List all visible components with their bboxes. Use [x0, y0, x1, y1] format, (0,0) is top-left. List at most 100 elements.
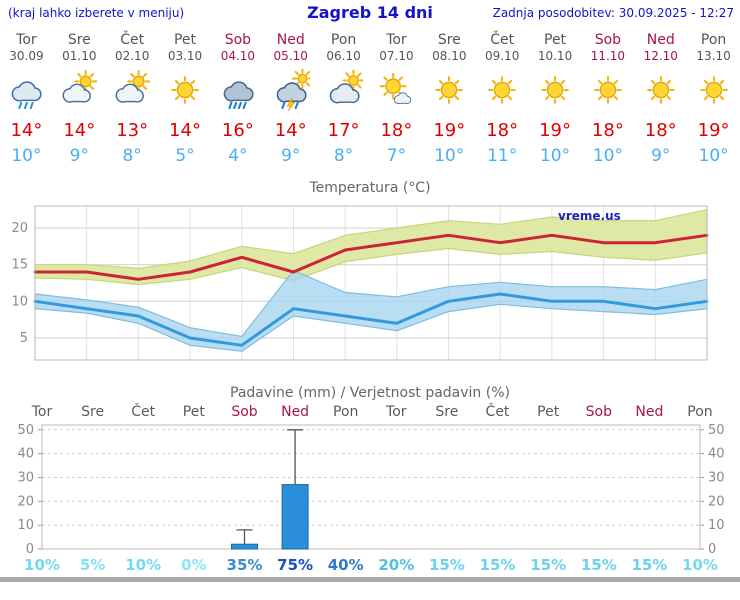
day-name: Ned — [646, 32, 675, 48]
day-min-temp: 10° — [698, 146, 729, 166]
day-column[interactable]: Sob 11.10 18° 10° — [581, 32, 634, 168]
day-max-temp: 19° — [697, 120, 730, 141]
day-icon — [529, 64, 582, 117]
day-icon — [53, 64, 106, 117]
precip-probability: 0% — [181, 556, 206, 574]
svg-text:50: 50 — [17, 423, 34, 438]
mostly-sunny-icon — [380, 72, 412, 105]
day-min-temp: 8° — [122, 146, 142, 166]
day-column[interactable]: Sre 01.10 14° 9° — [53, 32, 106, 168]
day-name: Pon — [330, 32, 357, 48]
day-column[interactable]: Tor 30.09 14° 10° — [0, 32, 53, 168]
day-date: 10.10 — [537, 49, 573, 63]
day-column[interactable]: Pon 06.10 17° 8° — [317, 32, 370, 168]
sunny-icon — [541, 76, 569, 104]
partly-cloudy-icon — [115, 69, 151, 103]
svg-text:15: 15 — [11, 258, 28, 273]
svg-text:Tor: Tor — [385, 404, 407, 420]
day-column[interactable]: Pet 03.10 14° 5° — [159, 32, 212, 168]
day-name: Sre — [437, 32, 461, 48]
footer-bar — [0, 577, 740, 582]
precipitation-chart-title: Padavine (mm) / Verjetnost padavin (%) — [230, 385, 510, 401]
sunny-icon — [171, 76, 199, 104]
day-max-temp: 19° — [433, 120, 466, 141]
svg-text:10: 10 — [11, 294, 28, 309]
day-icon — [634, 64, 687, 117]
day-max-temp: 14° — [10, 120, 43, 141]
day-date: 06.10 — [326, 49, 361, 63]
day-date: 12.10 — [643, 49, 678, 63]
precip-bar — [231, 543, 258, 550]
sunny-icon — [646, 76, 675, 104]
svg-text:Ned: Ned — [635, 404, 663, 420]
day-date: 03.10 — [167, 49, 203, 63]
day-min-temp: 4° — [228, 146, 248, 166]
day-min-temp: 10° — [539, 146, 571, 166]
day-min-temp: 8° — [333, 146, 354, 166]
day-icon — [423, 64, 476, 117]
day-icon — [687, 64, 740, 117]
day-column[interactable]: Ned 12.10 18° 9° — [634, 32, 687, 168]
day-column[interactable]: Tor 07.10 18° 7° — [370, 32, 423, 168]
svg-text:Čet: Čet — [131, 403, 155, 420]
day-column[interactable]: Čet 02.10 13° 8° — [106, 32, 159, 168]
precip-probability: 40% — [328, 556, 364, 574]
precip-probability: 15% — [429, 556, 465, 574]
precip-probability: 5% — [80, 556, 105, 574]
day-date: 04.10 — [220, 49, 256, 63]
location-menu-note: (kraj lahko izberete v meniju) — [8, 6, 185, 20]
day-column[interactable]: Sob 04.10 16° 4° — [211, 32, 264, 168]
day-icon — [581, 64, 634, 117]
day-max-temp: 14° — [63, 120, 96, 141]
day-date: 13.10 — [696, 49, 731, 63]
day-column[interactable]: Pon 13.10 19° 10° — [687, 32, 740, 168]
day-icon — [159, 64, 212, 117]
day-min-temp: 5° — [175, 146, 195, 166]
svg-text:0: 0 — [708, 542, 716, 557]
precip-probability: 35% — [227, 556, 263, 574]
svg-text:Pet: Pet — [537, 404, 560, 420]
day-column[interactable]: Čet 09.10 18° 11° — [476, 32, 529, 168]
svg-text:40: 40 — [17, 447, 34, 462]
svg-text:10: 10 — [708, 518, 725, 533]
day-column[interactable]: Sre 08.10 19° 10° — [423, 32, 476, 168]
svg-text:30: 30 — [708, 471, 725, 486]
day-date: 08.10 — [432, 49, 467, 63]
day-column[interactable]: Ned 05.10 14° 9° — [264, 32, 317, 168]
svg-text:Pon: Pon — [687, 404, 712, 420]
svg-text:Sob: Sob — [586, 404, 612, 420]
svg-text:10: 10 — [17, 518, 34, 533]
mostly-cloudy-icon — [329, 69, 365, 104]
svg-text:Čet: Čet — [486, 403, 510, 420]
day-date: 01.10 — [62, 49, 97, 63]
precip-probability: 75% — [277, 556, 313, 574]
day-date: 02.10 — [114, 49, 150, 63]
svg-text:Ned: Ned — [281, 404, 309, 420]
svg-text:20: 20 — [11, 221, 28, 236]
day-icon — [476, 64, 529, 117]
day-max-temp: 18° — [380, 120, 413, 141]
precip-probability: 10% — [125, 556, 161, 574]
svg-text:20: 20 — [17, 494, 34, 509]
svg-text:20: 20 — [708, 494, 725, 509]
heavy-rain-icon — [223, 81, 254, 110]
day-name: Sob — [594, 32, 622, 48]
day-max-temp: 14° — [274, 120, 307, 141]
day-column[interactable]: Pet 10.10 19° 10° — [529, 32, 582, 168]
day-name: Ned — [276, 32, 305, 48]
precip-probability: 15% — [581, 556, 617, 574]
svg-text:Pon: Pon — [333, 404, 358, 420]
day-max-temp: 16° — [221, 120, 254, 141]
day-name: Pet — [544, 32, 567, 48]
day-date: 30.09 — [9, 49, 44, 63]
day-min-temp: 9° — [69, 146, 89, 166]
day-max-temp: 19° — [539, 120, 571, 141]
temperature-chart: 5 10 15 20 vreme.us — [11, 205, 709, 361]
day-max-temp: 18° — [486, 120, 519, 141]
day-min-temp: 10° — [592, 146, 623, 166]
partly-cloudy-icon — [62, 69, 98, 103]
day-max-temp: 18° — [644, 120, 677, 141]
svg-text:Sre: Sre — [435, 404, 458, 420]
day-icon — [106, 64, 159, 117]
